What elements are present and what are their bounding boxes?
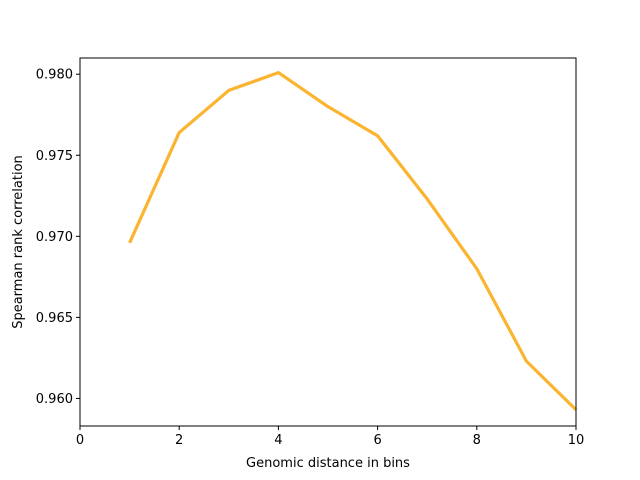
x-tick-label: 6 [373, 433, 381, 448]
x-tick-label: 8 [473, 433, 481, 448]
x-tick-label: 0 [76, 433, 84, 448]
x-axis-ticks: 0 2 4 6 8 10 [76, 426, 584, 448]
series-layer [128, 70, 578, 411]
y-tick-label: 0.975 [36, 149, 73, 164]
y-axis-ticks: 0.960 0.965 0.970 0.975 0.980 [36, 68, 80, 407]
y-tick-label: 0.960 [36, 392, 73, 407]
x-axis-label: Genomic distance in bins [246, 456, 410, 471]
x-tick-label: 10 [568, 433, 585, 448]
plot-area-frame [79, 57, 577, 427]
y-tick-label: 0.970 [36, 230, 73, 245]
x-tick-label: 2 [175, 433, 183, 448]
y-tick-label: 0.965 [36, 311, 73, 326]
y-tick-label: 0.980 [36, 68, 73, 83]
x-tick-label: 4 [274, 433, 282, 448]
y-axis-label: Spearman rank correlation [11, 155, 26, 329]
series-line [128, 70, 578, 411]
